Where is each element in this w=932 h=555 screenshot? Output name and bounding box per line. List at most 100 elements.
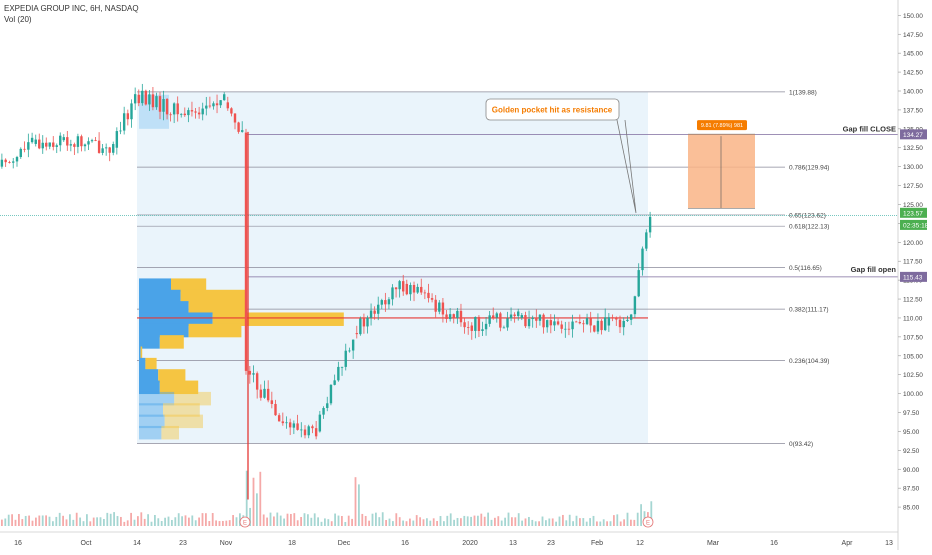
volume-bar (113, 512, 115, 526)
earnings-marker[interactable] (239, 516, 251, 528)
candle-body (499, 313, 502, 328)
volume-bar (392, 521, 394, 526)
volume-bar (426, 518, 428, 526)
volume-bar (582, 518, 585, 526)
x-axis[interactable]: 16 Oct 14 23 Nov 18 Dec 16 2020 13 23 Feb 12 Mar 16 Apr… (0, 531, 898, 547)
candle-body (488, 315, 491, 324)
candle-body (470, 325, 473, 331)
volume-bar (473, 515, 476, 526)
candle-body (205, 105, 208, 109)
tag-gap-close-bg (900, 129, 927, 140)
volume-bar (555, 521, 557, 526)
target-range-box[interactable] (688, 134, 755, 209)
volume-bar (460, 518, 462, 526)
candle-body (288, 422, 292, 428)
y-tick-label: 130.00 (903, 164, 923, 171)
profile-buy-bar (139, 301, 189, 315)
annotations[interactable]: 9.81 (7.89%) 981 Golden pocket hit as res… (239, 98, 897, 528)
volume-bar (154, 514, 156, 526)
fib-label-0-236: 0.236(104.39) (789, 358, 829, 365)
y-tick-label: 140.00 (903, 89, 923, 96)
volume-bar (48, 516, 51, 526)
volume-bar (558, 516, 561, 526)
candle-body (466, 327, 470, 328)
candle-body (641, 248, 644, 271)
fib-retracement-area[interactable]: 1(139.88) 0.786(129.94) 0.65(123.62) 0.618(… (137, 89, 829, 448)
x-tick-label: 14 (133, 540, 141, 547)
candle-body (423, 292, 427, 294)
volume-bar (208, 521, 211, 526)
volume-bar (456, 517, 459, 526)
y-axis[interactable]: 85.00 87.50 90.00 92.50 95.00 97.50 100.00 102.… (897, 0, 929, 550)
volume-bar (116, 516, 119, 526)
volume-bar (259, 471, 262, 526)
candle-body (531, 317, 534, 320)
volume-bar (623, 519, 625, 526)
candle-body (463, 322, 466, 328)
earnings-marker[interactable] (642, 516, 654, 528)
candle-body (148, 94, 151, 105)
candle-body (542, 314, 545, 328)
callout-box[interactable] (485, 98, 620, 121)
horizontal-levels[interactable] (0, 131, 898, 500)
candle-body (585, 318, 589, 325)
tag-countdown-bg (900, 219, 927, 230)
volume-bar (524, 518, 527, 526)
volume-bar (38, 515, 41, 526)
target-label: 9.81 (7.89%) 981 (701, 123, 743, 129)
candle-body (333, 380, 336, 385)
volume-bar (633, 519, 636, 526)
candle-body (52, 142, 55, 147)
volume-bar (551, 518, 554, 526)
candle-body (30, 137, 34, 143)
y-tick-label: 132.50 (903, 145, 923, 152)
volume-bar (626, 512, 629, 526)
volume-bar (619, 521, 622, 526)
candle-body (162, 99, 165, 112)
callout-pointer (616, 119, 637, 214)
volume-bar (35, 517, 37, 526)
volume-bar (490, 519, 493, 526)
profile-buy-bar (139, 323, 189, 338)
tag-countdown: 02:35:18 (903, 222, 929, 229)
candle-body (545, 320, 549, 328)
candle-body (553, 321, 556, 326)
profile-sell-bar (158, 369, 186, 383)
volume-bar (198, 517, 200, 526)
candle-body (648, 216, 652, 233)
profile-buy-bar (139, 312, 213, 326)
volume-bar (640, 504, 642, 526)
candle-body (76, 136, 80, 147)
candle-body (340, 366, 344, 368)
tag-gap-open-bg (900, 271, 927, 282)
candle-body (517, 311, 520, 317)
volume-bar (585, 521, 588, 526)
profile-sell-bar (180, 289, 247, 304)
candle-body (90, 140, 94, 142)
volume-bar (381, 512, 384, 526)
candle-body (380, 300, 383, 305)
volume-bar (579, 518, 581, 526)
volume-bar (419, 517, 421, 526)
volume-bar (123, 521, 126, 526)
volume-bar (174, 517, 177, 526)
candle-body (119, 130, 122, 132)
volume-bar (300, 516, 302, 526)
y-tick-label: 87.50 (903, 486, 920, 493)
x-tick-label: 2020 (462, 540, 478, 547)
volume-bar (487, 512, 489, 526)
y-tick-label: 117.50 (903, 259, 923, 266)
candle-body (322, 407, 325, 415)
candle-body (62, 137, 65, 141)
volume-bar (171, 519, 173, 526)
profile-buy-bar (139, 335, 160, 349)
volume-bar (446, 515, 449, 526)
volume-bar (21, 519, 24, 526)
volume-bar (7, 514, 10, 526)
candle-body (194, 111, 197, 113)
gap-open-label: Gap fill open (851, 265, 897, 274)
candle-body (55, 145, 58, 147)
candle-body (574, 321, 578, 323)
